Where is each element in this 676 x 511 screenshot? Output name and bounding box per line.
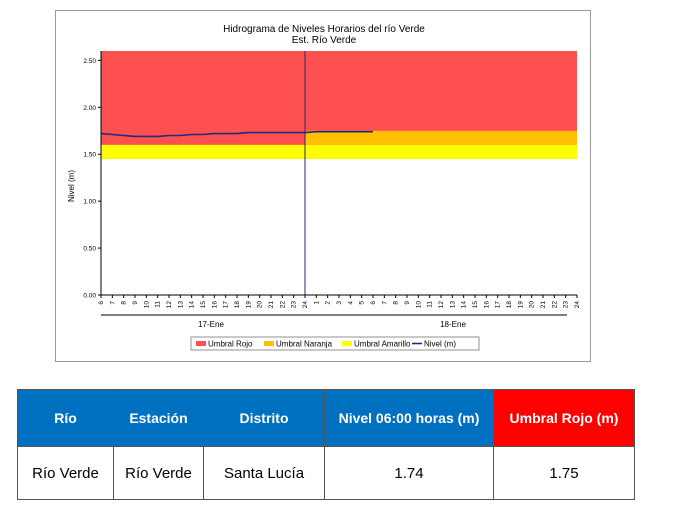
x-tick-label: 21 <box>540 301 547 309</box>
header-umbral-rojo: Umbral Rojo (m) <box>493 389 635 447</box>
y-tick-label: 0.50 <box>83 246 96 253</box>
x-tick-label: 6 <box>370 301 377 305</box>
legend-label: Umbral Rojo <box>208 340 253 349</box>
table-header-row: Río Estación Distrito Nivel 06:00 horas … <box>17 389 635 447</box>
x-tick-label: 20 <box>257 301 264 309</box>
legend-swatch <box>342 341 352 346</box>
x-tick-label: 8 <box>393 301 400 305</box>
x-tick-label: 3 <box>336 301 343 305</box>
station-table: Río Estación Distrito Nivel 06:00 horas … <box>17 389 635 500</box>
header-nivel: Nivel 06:00 horas (m) <box>324 389 494 447</box>
y-tick-label: 1.50 <box>83 152 96 159</box>
hydrograph-chart: Hidrograma de Niveles Horarios del río V… <box>55 10 591 362</box>
y-tick-label: 2.00 <box>83 105 96 112</box>
x-tick-label: 14 <box>461 301 468 309</box>
y-tick-label: 0.00 <box>83 293 96 300</box>
x-tick-label: 20 <box>529 301 536 309</box>
x-tick-label: 13 <box>449 301 456 309</box>
x-tick-label: 15 <box>200 301 207 309</box>
x-tick-label: 24 <box>574 301 581 309</box>
x-tick-label: 2 <box>325 301 332 305</box>
x-tick-label: 9 <box>132 301 139 305</box>
x-tick-label: 11 <box>155 301 162 308</box>
x-tick-label: 17 <box>223 301 230 309</box>
cell-rio: Río Verde <box>17 446 114 500</box>
x-tick-label: 10 <box>143 301 150 309</box>
x-tick-label: 16 <box>483 301 490 309</box>
x-tick-label: 13 <box>177 301 184 309</box>
band-umbral-amarillo <box>101 144 577 159</box>
hydrograph-svg: Hidrograma de Niveles Horarios del río V… <box>67 24 581 351</box>
x-tick-label: 21 <box>268 301 275 309</box>
y-tick-label: 2.50 <box>83 58 96 65</box>
legend-label: Umbral Amarillo <box>354 340 411 349</box>
x-tick-label: 5 <box>359 301 366 305</box>
y-axis-label: Nivel (m) <box>67 170 76 202</box>
x-tick-label: 6 <box>98 301 105 305</box>
x-tick-label: 12 <box>438 301 445 309</box>
x-tick-label: 14 <box>189 301 196 309</box>
x-tick-label: 15 <box>472 301 479 309</box>
table-row: Río Verde Río Verde Santa Lucía 1.74 1.7… <box>17 446 635 500</box>
x-tick-label: 9 <box>404 301 411 305</box>
legend-label: Umbral Naranja <box>276 340 333 349</box>
header-distrito: Distrito <box>203 389 325 447</box>
header-rio: Río <box>17 389 114 447</box>
chart-title: Hidrograma de Niveles Horarios del río V… <box>223 24 425 35</box>
x-tick-label: 19 <box>245 301 252 309</box>
x-tick-label: 23 <box>563 301 570 309</box>
x-tick-label: 4 <box>347 301 354 305</box>
legend-box <box>190 336 480 351</box>
day-label-17: 17-Ene <box>198 320 224 329</box>
cell-distrito: Santa Lucía <box>203 446 325 500</box>
chart-subtitle: Est. Río Verde <box>292 35 357 46</box>
x-tick-label: 10 <box>415 301 422 309</box>
x-tick-label: 24 <box>302 301 309 309</box>
x-tick-label: 18 <box>234 301 241 309</box>
x-tick-label: 19 <box>517 301 524 309</box>
x-tick-label: 8 <box>121 301 128 305</box>
x-tick-label: 22 <box>551 301 558 309</box>
day-label-18: 18-Ene <box>440 320 466 329</box>
x-tick-label: 12 <box>166 301 173 309</box>
x-tick-label: 16 <box>211 301 218 309</box>
x-tick-label: 17 <box>495 301 502 309</box>
x-tick-label: 23 <box>291 301 298 309</box>
series-line-nivel <box>100 130 373 138</box>
x-tick-label: 1 <box>313 301 320 305</box>
band-umbral-naranja <box>305 130 577 145</box>
legend-swatch <box>196 341 206 346</box>
y-tick-label: 1.00 <box>83 199 96 206</box>
cell-estacion: Río Verde <box>113 446 204 500</box>
cell-umbral-rojo: 1.75 <box>493 446 635 500</box>
x-tick-label: 11 <box>427 301 434 308</box>
x-tick-label: 18 <box>506 301 513 309</box>
header-estacion: Estación <box>113 389 204 447</box>
legend-swatch <box>264 341 274 346</box>
x-tick-label: 22 <box>279 301 286 309</box>
x-tick-label: 7 <box>109 301 116 305</box>
legend: Umbral Rojo Umbral Naranja Umbral Amarillo… <box>190 336 480 351</box>
cell-nivel: 1.74 <box>324 446 494 500</box>
legend-label: Nivel (m) <box>424 340 456 349</box>
x-tick-label: 7 <box>381 301 388 305</box>
